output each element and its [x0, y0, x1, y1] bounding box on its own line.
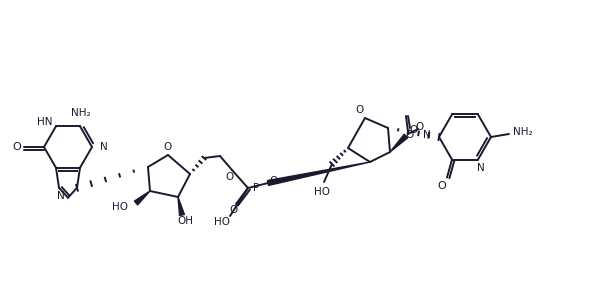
Text: HO: HO — [112, 202, 128, 212]
Text: O: O — [13, 142, 22, 152]
Polygon shape — [390, 134, 408, 152]
Polygon shape — [178, 197, 184, 216]
Text: O: O — [226, 172, 234, 182]
Text: O: O — [229, 205, 237, 215]
Text: HN: HN — [38, 117, 53, 127]
Text: O: O — [355, 105, 363, 115]
Text: OH: OH — [177, 216, 193, 226]
Text: NH₂: NH₂ — [513, 127, 533, 137]
Text: N: N — [423, 130, 431, 140]
Text: N: N — [57, 191, 65, 201]
Text: O: O — [416, 122, 424, 132]
Text: O: O — [164, 142, 172, 152]
Text: O: O — [410, 125, 418, 135]
Text: O: O — [269, 176, 277, 186]
Text: NH₂: NH₂ — [71, 108, 91, 118]
Text: N: N — [477, 163, 485, 173]
Text: P: P — [253, 183, 260, 193]
Text: HO: HO — [214, 217, 230, 227]
Text: HO: HO — [314, 187, 330, 197]
Text: N: N — [100, 142, 108, 152]
Polygon shape — [134, 191, 150, 205]
Text: O: O — [438, 181, 446, 191]
Text: O: O — [406, 130, 414, 140]
Polygon shape — [268, 162, 370, 185]
